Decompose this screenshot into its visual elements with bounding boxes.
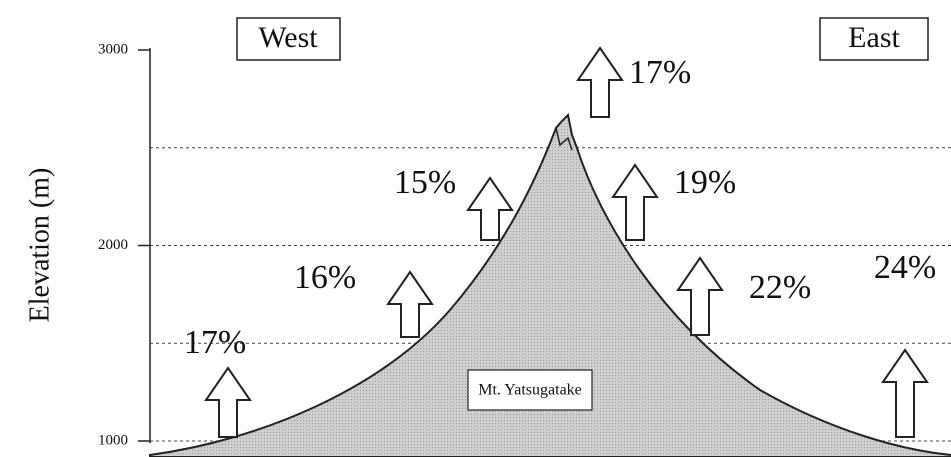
arrow [386, 270, 434, 338]
east-label: East [848, 21, 900, 54]
arrow [204, 366, 252, 438]
peak-detail [555, 127, 573, 151]
arrow [676, 256, 724, 336]
arrow-label: 17% [629, 54, 691, 91]
arrow-label: 16% [294, 259, 356, 296]
arrow-label: 22% [749, 269, 811, 306]
west-box [236, 17, 341, 61]
west-label: West [258, 21, 318, 54]
east-box [819, 17, 929, 61]
arrow-label: 24% [874, 249, 936, 286]
mountain [149, 112, 951, 457]
y-tick-label: 2000 [98, 237, 128, 253]
arrow [611, 163, 659, 241]
y-tick-label: 1000 [98, 432, 128, 448]
arrow [881, 348, 929, 438]
arrow-label: 15% [394, 164, 456, 201]
y-tick-label: 3000 [98, 41, 128, 57]
arrow-label: 17% [184, 324, 246, 361]
y-axis-label: Elevation (m) [24, 168, 55, 323]
arrow [576, 46, 624, 118]
mountain-box [467, 369, 593, 411]
arrow-label: 19% [674, 164, 736, 201]
mountain-label: Mt. Yatsugatake [478, 382, 582, 399]
arrow [466, 176, 514, 241]
